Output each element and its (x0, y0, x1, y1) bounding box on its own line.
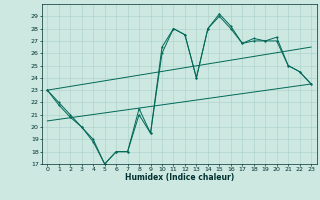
X-axis label: Humidex (Indice chaleur): Humidex (Indice chaleur) (124, 173, 234, 182)
